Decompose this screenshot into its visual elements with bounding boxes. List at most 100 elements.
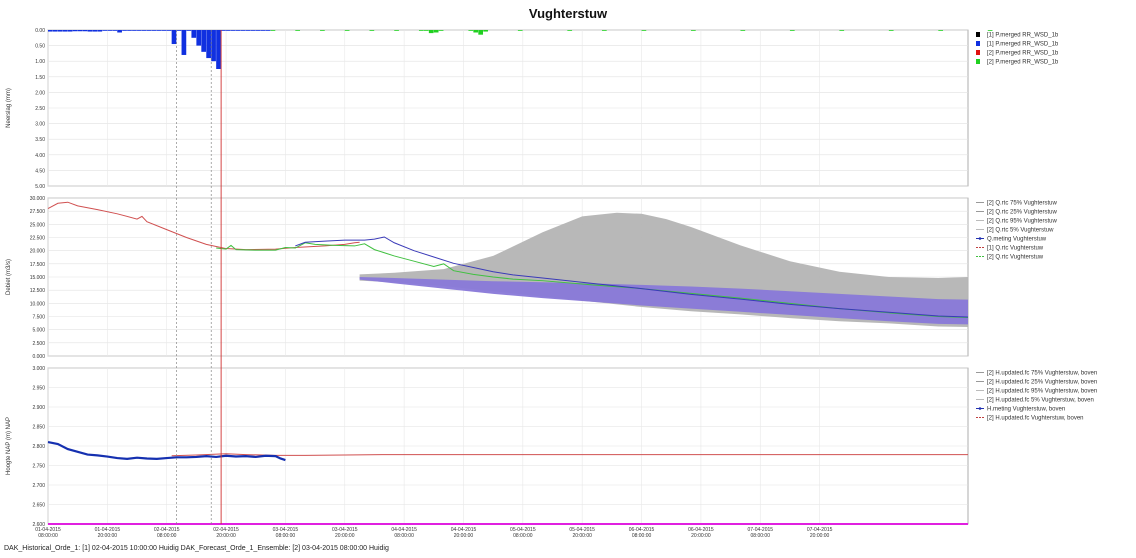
precip-bar [52,30,58,32]
x-tick-label: 05-04-2015 [569,527,595,533]
x-tick-label: 08:00:00 [38,533,58,539]
legend-entry: [1] P.merged RR_WSD_1b [987,33,1059,39]
y-tick-label: 2.850 [32,425,45,431]
y-axis-label: Debiet (m3/s) [6,259,12,295]
x-tick-label: 20:00:00 [454,533,474,539]
y-tick-label: 2.50 [35,106,45,112]
y-tick-label: 1.50 [35,75,45,81]
precip-bar [141,30,147,31]
precip-bar [235,30,241,31]
x-tick-label: 20:00:00 [691,533,711,539]
precip-bar [82,30,88,32]
precip-bar [146,30,152,31]
precip-bar [517,30,523,31]
y-tick-label: 2.750 [32,464,45,470]
precip-bar [107,30,113,31]
legend-marker [978,237,982,240]
series-line [47,201,360,251]
x-tick-label: 08:00:00 [513,533,533,539]
y-tick-label: 17.500 [30,262,46,268]
y-tick-label: 15.000 [30,275,46,281]
legend-entry: [2] H.updated.fc 95% Vughterstuw, boven [987,389,1097,395]
precip-bar [394,30,399,31]
precip-bar [102,30,108,31]
precip-bar [245,30,251,31]
y-tick-label: 25.000 [30,222,46,228]
precip-bar [166,30,172,31]
precip-bar [888,30,894,31]
band-inner-25-75 [359,277,968,325]
x-tick-label: 01-04-2015 [35,527,61,533]
y-tick-label: 3.000 [32,366,45,372]
precip-bar [418,30,424,31]
y-axis-label: Hoogte NAP (m) NAP [6,417,12,475]
precip-bar [473,30,479,33]
y-tick-label: 27.500 [30,209,46,215]
y-tick-label: 5.00 [35,184,45,190]
precip-bar [77,30,83,32]
legend-entry: [2] H.updated.fc 75% Vughterstuw, boven [987,371,1097,377]
y-tick-label: 2.650 [32,503,45,509]
precip-bar [789,30,795,31]
precip-bar [691,30,696,31]
precip-bar [839,30,845,31]
x-tick-label: 03-04-2015 [332,527,358,533]
legend-swatch [976,59,980,64]
y-tick-label: 5.000 [32,328,45,334]
series-line [295,236,969,318]
x-tick-label: 03-04-2015 [273,527,299,533]
y-tick-label: 3.00 [35,122,45,128]
precip-bar [483,30,488,32]
precip-bar [201,30,207,52]
precip-bar [132,30,137,31]
legend-marker [978,407,982,410]
legend-entry: [1] P.merged RR_WSD_1b [987,42,1059,48]
x-tick-label: 20:00:00 [98,533,118,539]
x-tick-label: 08:00:00 [394,533,414,539]
y-tick-label: 30.000 [30,196,46,202]
panel-2: 0.000 2.500 5.000 7.500 10.000 12.500 15.000 17… [6,196,1057,360]
precip-bar [161,30,167,31]
precip-bar [938,30,944,31]
precip-bar [231,30,236,31]
y-tick-label: 4.50 [35,168,45,174]
precip-bar [601,30,607,31]
precip-bar [369,30,375,31]
y-tick-label: 2.600 [32,522,45,528]
precip-bar [740,30,746,31]
chart-title: Vughterstuw [528,6,608,21]
legend-entry: [2] Q.rtc 75% Vughterstuw [987,201,1057,207]
precip-bar [206,30,211,59]
precip-bar [151,30,157,31]
precip-bar [567,30,573,31]
legend-entry: Q.meting Vughterstuw [987,237,1047,243]
legend-entry: [2] H.updated.fc Vughterstuw, boven [987,416,1084,422]
x-tick-label: 06-04-2015 [629,527,655,533]
y-tick-label: 2.700 [32,483,45,489]
x-tick-label: 07-04-2015 [807,527,833,533]
precip-bar [468,30,474,31]
x-tick-label: 20:00:00 [572,533,592,539]
footer-status: DAK_Historical_Orde_1: [1] 02-04-2015 10… [4,545,389,552]
y-tick-label: 22.500 [30,236,46,242]
series-line [216,242,969,319]
precip-bar [176,30,182,31]
x-tick-label: 20:00:00 [335,533,355,539]
x-tick-label: 08:00:00 [276,533,296,539]
legend-entry: [2] H.updated.fc 5% Vughterstuw, boven [987,398,1094,404]
precip-bar [260,30,266,31]
legend-entry: [2] P.merged RR_WSD_1b [987,51,1059,57]
precip-bar [428,30,434,34]
precip-bar [216,30,221,69]
precip-bar [423,30,429,31]
legend-entry: [2] Q.rtc Vughterstuw [987,255,1044,261]
precip-bar [48,30,53,32]
series-line [47,441,286,462]
y-tick-label: 20.000 [30,249,46,255]
precip-bar [270,30,276,31]
precip-bar [478,30,484,35]
y-tick-label: 10.000 [30,301,46,307]
precip-bar [265,30,271,31]
x-tick-label: 08:00:00 [632,533,652,539]
panel-3: 2.600 2.650 2.700 2.750 2.800 2.850 2.900 2.950… [6,366,1097,528]
